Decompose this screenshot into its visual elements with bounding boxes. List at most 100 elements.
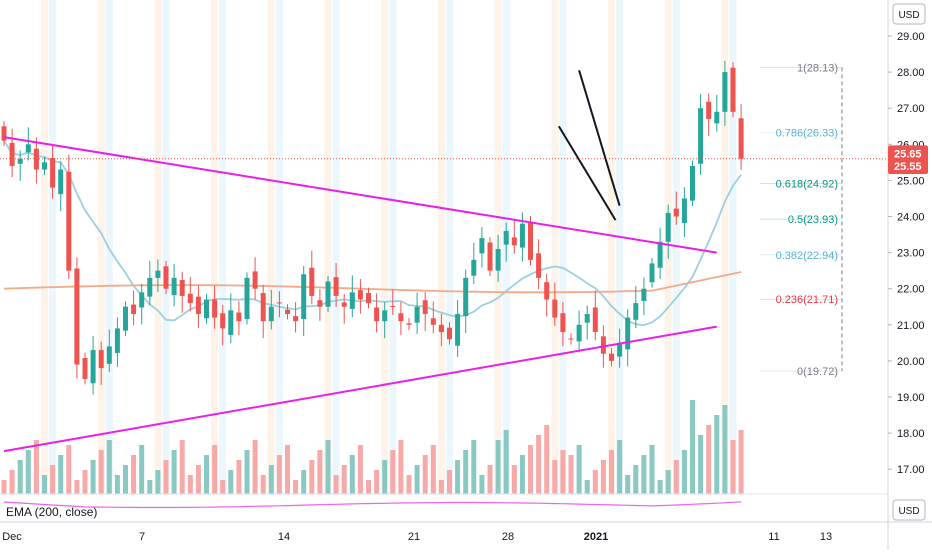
volume-bar [220, 480, 226, 494]
weekend-band [559, 0, 567, 494]
volume-bar [341, 465, 347, 494]
volume-bar [447, 470, 452, 494]
volume-bar [455, 460, 461, 494]
candle-body [260, 293, 266, 322]
candle-body [657, 241, 663, 268]
volume-bar [641, 455, 647, 494]
candle-body [74, 268, 80, 365]
volume-bar [430, 445, 436, 494]
volume-bar [690, 400, 695, 494]
price-badge [888, 157, 928, 174]
price-badge-value: 25.55 [894, 161, 922, 173]
candle-body [552, 299, 558, 318]
price-tick-label: 19.00 [897, 392, 925, 404]
volume-bar [9, 470, 15, 494]
candle-body [681, 198, 687, 223]
volume-bar [325, 440, 331, 494]
lower-triangle-line[interactable] [3, 325, 717, 453]
volume-bar [228, 470, 234, 494]
weekend-band [219, 0, 227, 494]
currency-box-bottom [892, 499, 926, 521]
volume-bar [357, 445, 363, 494]
candle-body [665, 212, 671, 242]
volume-bar [171, 450, 177, 494]
volume-bars [1, 400, 744, 494]
volume-bar [463, 450, 469, 494]
volume-bar [673, 460, 679, 494]
currency-label[interactable]: USD [898, 10, 919, 21]
price-tick-label: 17.00 [897, 464, 925, 476]
candle-body [309, 267, 315, 296]
volume-bar [722, 405, 728, 494]
candle-body [503, 230, 509, 245]
weekend-band [551, 0, 559, 494]
candle-body [17, 158, 23, 164]
candle-body [592, 307, 598, 333]
volume-bar [276, 455, 282, 494]
volume-bar [349, 455, 355, 494]
indicator-label[interactable]: EMA (200, close) [6, 505, 97, 519]
fib-level-label: 0.5(23.93) [788, 214, 838, 226]
candle-body [641, 288, 647, 301]
volume-bar [317, 450, 323, 494]
candle-body [276, 302, 282, 304]
candle-body [633, 303, 639, 320]
moving-averages [3, 140, 742, 327]
upper-triangle-line[interactable] [3, 136, 717, 254]
candle-body [471, 259, 477, 276]
candle-body [325, 281, 331, 307]
volume-bar [422, 455, 428, 494]
candle-body [560, 313, 566, 333]
weekend-band [616, 0, 624, 494]
candle-body [98, 350, 104, 369]
volume-bar [479, 475, 485, 494]
weekend-band [275, 0, 283, 494]
volume-bar [155, 470, 161, 494]
volume-bar [560, 450, 566, 494]
volume-bar [147, 480, 153, 494]
volume-bar [406, 475, 412, 494]
candle-body [25, 144, 31, 153]
candle-body [171, 277, 177, 296]
candle-body [204, 299, 209, 319]
volume-bar [333, 475, 339, 494]
fib-level-label: 0.786(26.33) [776, 127, 838, 139]
candle-body [341, 302, 347, 307]
volume-bar [366, 480, 371, 494]
candle-body [730, 67, 736, 112]
candle-body [123, 306, 128, 331]
candle-body [600, 336, 606, 354]
candle-body [333, 277, 339, 296]
candle-body [195, 296, 201, 314]
wedge-upper-line[interactable] [578, 70, 621, 206]
volume-bar [503, 430, 509, 494]
price-axis: 29.0028.0027.0026.0025.0024.0023.0022.00… [888, 31, 925, 476]
candle-body [479, 238, 485, 254]
candle-body [374, 307, 380, 322]
candle-body [317, 300, 323, 307]
volume-bar [617, 440, 623, 494]
weekend-band [162, 0, 170, 494]
fib-level-label: 0.236(21.71) [776, 294, 838, 306]
candle-body [285, 309, 290, 314]
weekend-band [267, 0, 275, 494]
weekend-band [729, 0, 737, 494]
volume-bar [195, 465, 201, 494]
weekend-band [324, 0, 332, 494]
candle-body [406, 323, 412, 325]
volume-bar [536, 435, 542, 494]
volume-bar [568, 455, 574, 494]
wedge-lower-line[interactable] [557, 125, 617, 221]
currency-label-bottom[interactable]: USD [898, 506, 919, 517]
time-tick-label: 2021 [584, 531, 608, 543]
volume-bar [42, 475, 47, 494]
candle-body [357, 290, 363, 300]
candle-body [495, 248, 501, 271]
ma-slow-line [3, 271, 742, 294]
fib-level-label: 0.382(22.94) [776, 250, 838, 262]
price-tick-label: 23.00 [897, 248, 925, 260]
candle-body [82, 358, 88, 379]
volume-bar [163, 460, 169, 494]
